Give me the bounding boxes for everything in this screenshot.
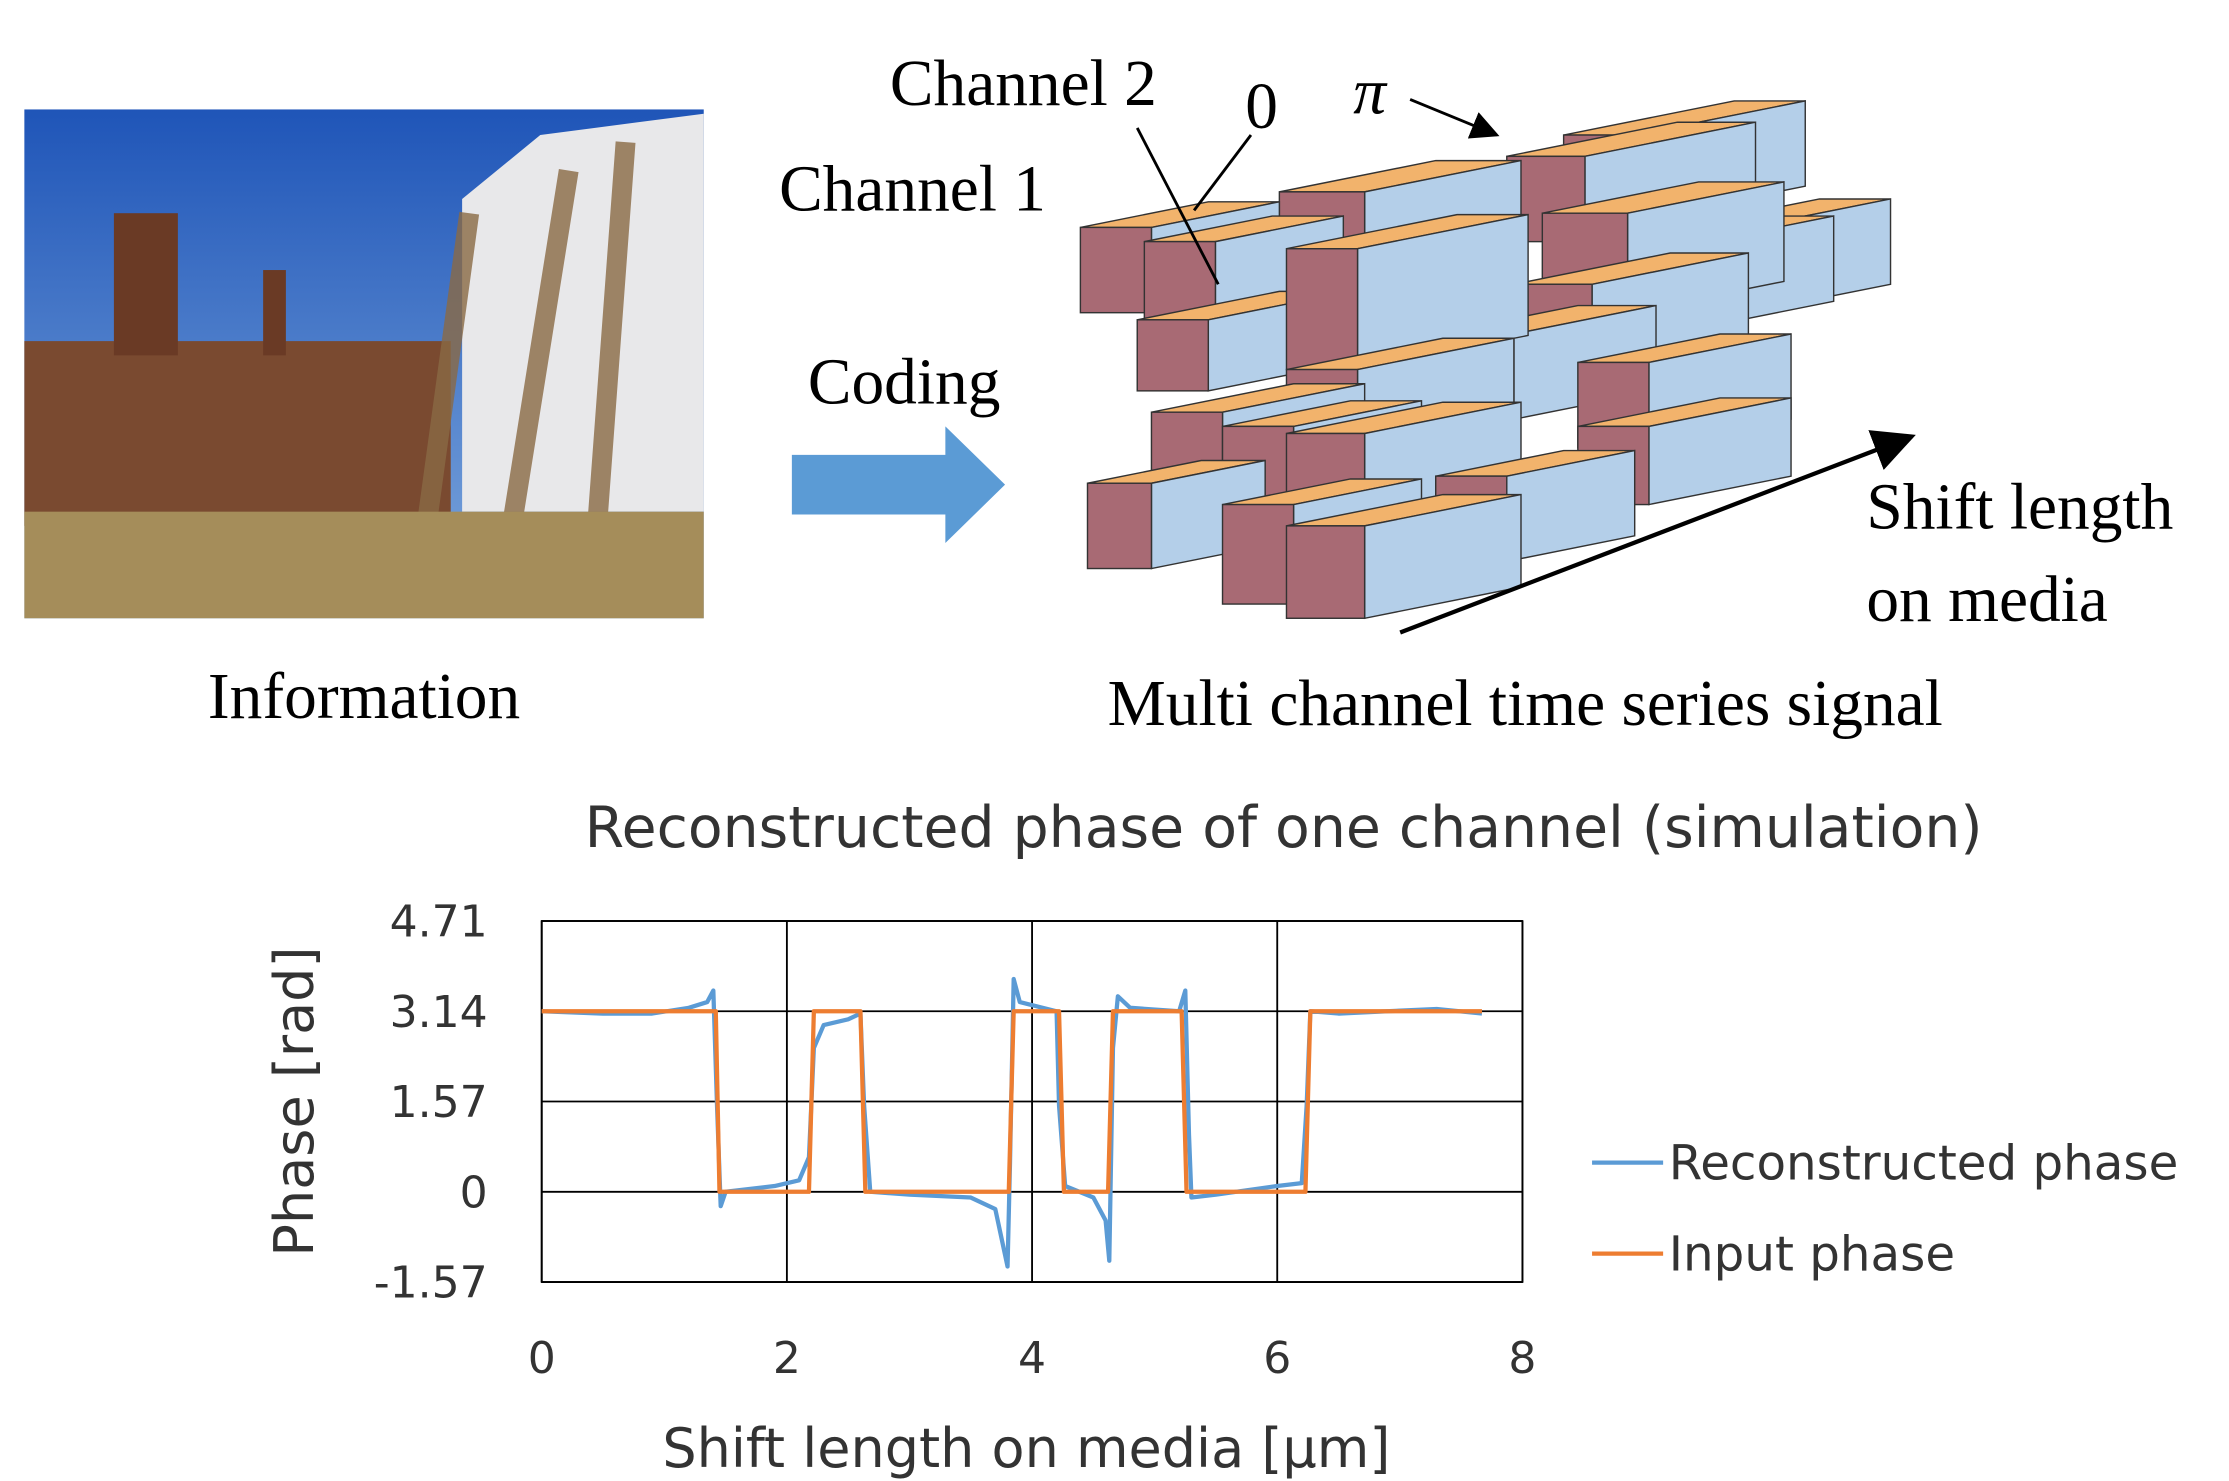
shift-label: Shift length: [1866, 472, 2173, 544]
block-front: [1221, 503, 1295, 605]
channel-1-label: Channel 1: [779, 153, 1046, 225]
pointer: [1192, 134, 1253, 212]
legend-label: Input phase: [1669, 1227, 1955, 1283]
signal-blocks: [1079, 100, 1892, 620]
shift-arrow: [1399, 430, 1916, 635]
block-front: [1136, 319, 1210, 392]
x-axis-label: Shift length on media [μm]: [662, 1417, 1390, 1480]
legend-label: Reconstructed phase: [1669, 1136, 2179, 1192]
y-tick-label: 1.57: [390, 1077, 488, 1128]
chart-title: Reconstructed phase of one channel (simu…: [585, 795, 1983, 861]
coding-label: Coding: [808, 347, 1001, 419]
pointer: [1409, 98, 1500, 139]
pointer: [1135, 127, 1220, 285]
plot-frame: [540, 920, 1524, 1283]
pi-label: π: [1353, 57, 1388, 129]
block-front: [1285, 525, 1366, 619]
coding-arrow: [791, 426, 1006, 543]
shift-label: on media: [1866, 564, 2107, 636]
x-tick-label: 0: [528, 1333, 556, 1384]
photo-caption: Information: [208, 661, 520, 733]
x-tick-label: 2: [773, 1333, 801, 1384]
x-tick-label: 8: [1508, 1333, 1536, 1384]
block-front: [1285, 248, 1359, 371]
photo: [24, 109, 704, 619]
block-front: [1086, 482, 1153, 570]
y-tick-label: 0: [460, 1167, 488, 1218]
zero-label: 0: [1245, 71, 1278, 143]
series-line: [541, 1009, 1482, 1194]
y-axis-label: Phase [rad]: [263, 946, 326, 1256]
y-tick-label: -1.57: [374, 1258, 488, 1309]
channel-2-label: Channel 2: [890, 48, 1157, 120]
y-tick-label: 4.71: [390, 897, 488, 948]
y-tick-label: 3.14: [390, 987, 488, 1038]
chart: 4.71 3.14 1.57 0 -1.57 0 2 4 6 8 Reconstructed pha…: [374, 897, 2179, 1384]
x-tick-label: 4: [1018, 1333, 1046, 1384]
x-tick-label: 6: [1263, 1333, 1291, 1384]
block-front: [1079, 226, 1153, 314]
signal-caption: Multi channel time series signal: [1108, 668, 1943, 740]
